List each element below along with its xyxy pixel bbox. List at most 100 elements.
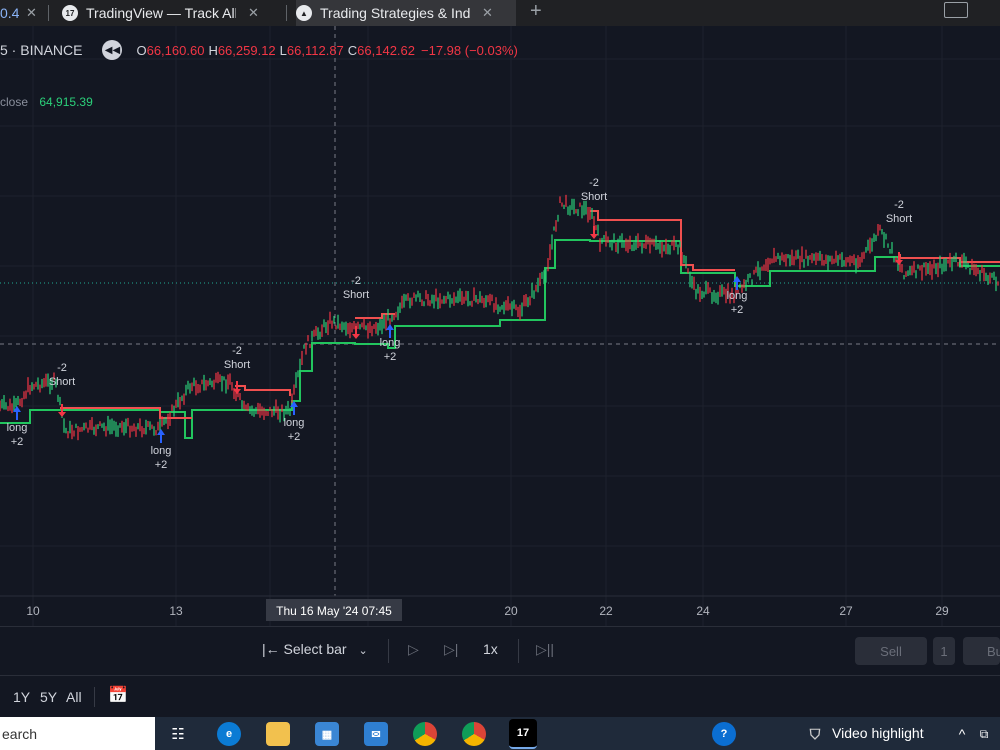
long-signal-label: long bbox=[284, 417, 305, 429]
video-highlight-text[interactable]: Video highlight bbox=[832, 725, 924, 741]
network-icon[interactable]: ⧉ bbox=[979, 726, 989, 741]
new-tab-icon[interactable]: + bbox=[530, 0, 542, 22]
short-signal-label: -2 bbox=[232, 345, 242, 357]
short-arrow-icon bbox=[58, 404, 66, 417]
short-signal-label: -2 bbox=[351, 275, 361, 287]
long-arrow-icon bbox=[290, 401, 298, 415]
short-arrow-icon bbox=[895, 252, 903, 265]
replay-toolbar: |← Select bar ⌄ ▷ ▷| 1x ▷|| Sell 1 Bu bbox=[0, 626, 1000, 675]
chevron-up-icon[interactable]: ^ bbox=[958, 726, 966, 742]
date-range-bar: 1Y 5Y All 📅 bbox=[0, 675, 1000, 718]
tab-title: TradingView — Track All Ma bbox=[86, 5, 236, 21]
time-axis-tick-label: 13 bbox=[169, 604, 183, 618]
long-signal-label: +2 bbox=[155, 459, 168, 471]
short-signal-label: Short bbox=[49, 376, 75, 388]
long-signal-label: +2 bbox=[288, 431, 301, 443]
range-5y-button[interactable]: 5Y bbox=[40, 689, 58, 705]
chart-area[interactable]: -2 Short -2 Short -2 Short -2 Short -2 Short long +… bbox=[0, 26, 1000, 626]
indicator-label: close bbox=[0, 95, 29, 109]
open-label: O bbox=[136, 42, 147, 58]
long-signal-label: +2 bbox=[731, 304, 744, 316]
close-icon[interactable]: ✕ bbox=[248, 5, 259, 20]
quantity-field[interactable]: 1 bbox=[933, 637, 955, 665]
long-arrow-icon bbox=[733, 276, 741, 290]
os-taskbar: earch ☷ e ▦ ✉ 17 ? ⛉ Video highlight ^ ⧉ bbox=[0, 717, 1000, 750]
play-icon[interactable]: ▷ bbox=[408, 641, 419, 657]
divider bbox=[518, 639, 519, 663]
tab-title: 0.4 bbox=[0, 5, 20, 21]
indicator-value: 64,915.39 bbox=[39, 95, 93, 109]
close-icon[interactable]: ✕ bbox=[26, 5, 37, 20]
window-layout-icon[interactable] bbox=[944, 2, 968, 18]
short-arrow-icon bbox=[352, 326, 360, 339]
high-value: 66,259.12 bbox=[217, 42, 276, 58]
short-signal-label: Short bbox=[886, 213, 912, 225]
browser-tab-bar: 0.4 ✕ 17 TradingView — Track All Ma ✕ ▲ … bbox=[0, 0, 1000, 26]
tab-title: Trading Strategies & Indicat bbox=[320, 5, 470, 21]
long-arrow-icon bbox=[386, 324, 394, 338]
trend-line-down bbox=[355, 313, 395, 319]
long-signal-label: long bbox=[151, 445, 172, 457]
edge-browser-icon[interactable]: e bbox=[217, 722, 241, 746]
task-view-icon[interactable]: ☷ bbox=[171, 726, 185, 743]
rewind-icon[interactable]: ◀◀ bbox=[102, 40, 123, 60]
long-signal-label: long bbox=[7, 422, 28, 434]
chrome-icon[interactable] bbox=[413, 722, 437, 746]
chrome-profile-icon[interactable] bbox=[462, 722, 486, 746]
time-axis-tick-label: 22 bbox=[599, 604, 613, 618]
close-label: C bbox=[347, 42, 358, 58]
chevron-down-icon: ⌄ bbox=[358, 645, 368, 657]
long-signal-label: +2 bbox=[384, 351, 397, 363]
step-forward-icon[interactable]: ▷| bbox=[444, 641, 459, 657]
select-bar-button[interactable]: |← Select bar ⌄ bbox=[262, 641, 368, 657]
short-signal-label: Short bbox=[581, 191, 607, 203]
short-signal-label: -2 bbox=[894, 199, 904, 211]
indicator-legend: close 64,915.39 bbox=[0, 95, 93, 109]
time-axis-tick-label: 29 bbox=[935, 604, 949, 618]
sports-shield-icon[interactable]: ⛉ bbox=[809, 725, 821, 742]
calendar-icon[interactable]: 📅 bbox=[108, 687, 128, 704]
browser-tab-tradingview[interactable]: 17 TradingView — Track All Ma ✕ bbox=[62, 0, 282, 26]
symbol-label: 5 · BINANCE bbox=[0, 42, 83, 58]
short-signal-label: -2 bbox=[589, 177, 599, 189]
taskbar-search-input[interactable]: earch bbox=[0, 717, 155, 750]
trend-line-down bbox=[590, 210, 735, 271]
file-explorer-icon[interactable] bbox=[266, 722, 290, 746]
browser-tab-strategies[interactable]: ▲ Trading Strategies & Indicat ✕ bbox=[296, 0, 516, 26]
divider bbox=[94, 687, 95, 707]
change-value: −17.98 (−0.03%) bbox=[421, 42, 518, 58]
close-value: 66,142.62 bbox=[357, 42, 416, 58]
time-axis-tick-label: 20 bbox=[504, 604, 518, 618]
speed-button[interactable]: 1x bbox=[483, 641, 498, 657]
range-all-button[interactable]: All bbox=[66, 689, 82, 705]
long-signal-label: long bbox=[727, 290, 748, 302]
buy-button[interactable]: Bu bbox=[963, 637, 1000, 665]
tradingview-app-icon[interactable]: 17 bbox=[509, 719, 537, 749]
chart-legend: 5 · BINANCE ◀◀ O 66,160.60 H 66,259.12 L 66… bbox=[0, 40, 518, 60]
store-icon[interactable]: ▦ bbox=[315, 722, 339, 746]
tab-separator bbox=[286, 5, 287, 21]
sell-button[interactable]: Sell bbox=[855, 637, 927, 665]
high-label: H bbox=[208, 42, 218, 58]
short-arrow-icon bbox=[233, 381, 241, 394]
search-text: earch bbox=[2, 725, 38, 742]
long-arrow-icon bbox=[13, 406, 21, 420]
tradingview-logo-icon: 17 bbox=[62, 5, 78, 21]
crosshair-time-label: Thu 16 May '24 07:45 bbox=[276, 604, 392, 618]
close-icon[interactable]: ✕ bbox=[482, 5, 493, 20]
trend-line-up bbox=[0, 239, 1000, 439]
time-axis-tick-label: 10 bbox=[26, 604, 40, 618]
price-chart[interactable]: -2 Short -2 Short -2 Short -2 Short -2 Short long +… bbox=[0, 26, 1000, 626]
tab-separator bbox=[48, 5, 49, 21]
short-signal-label: Short bbox=[224, 359, 250, 371]
time-axis-tick-label: 27 bbox=[839, 604, 853, 618]
range-1y-button[interactable]: 1Y bbox=[13, 689, 31, 705]
browser-tab-partial[interactable]: 0.4 ✕ bbox=[0, 0, 44, 26]
help-icon[interactable]: ? bbox=[712, 722, 736, 746]
jump-to-realtime-icon[interactable]: ▷|| bbox=[536, 641, 555, 657]
crosshair-time-badge bbox=[266, 599, 402, 621]
trend-line-down bbox=[235, 385, 291, 396]
mail-icon[interactable]: ✉ bbox=[364, 722, 388, 746]
long-arrow-icon bbox=[157, 429, 165, 443]
short-signal-label: -2 bbox=[57, 362, 67, 374]
